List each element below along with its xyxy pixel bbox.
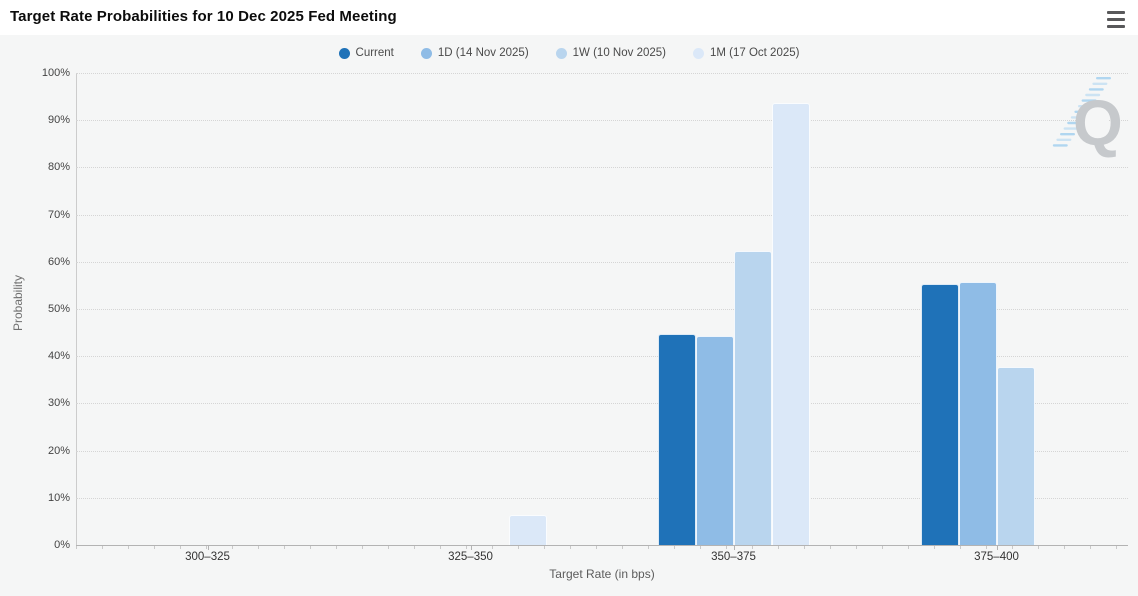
gridline xyxy=(76,73,1128,74)
category-tick xyxy=(207,546,209,550)
bar-1m-325–350[interactable] xyxy=(508,514,547,545)
legend-label: 1D (14 Nov 2025) xyxy=(437,47,529,59)
gridline xyxy=(76,356,1128,358)
hamburger-bar xyxy=(1107,18,1125,21)
legend-marker-icon xyxy=(338,47,350,59)
x-category-label: 300–325 xyxy=(185,551,230,563)
y-tick-label: 100% xyxy=(41,67,70,79)
legend-item-current[interactable]: Current xyxy=(338,47,394,59)
plot-area xyxy=(76,73,1128,550)
gridline xyxy=(76,497,1128,499)
bar-1m-350–375[interactable] xyxy=(771,103,810,545)
gridline xyxy=(76,167,1128,169)
legend-marker-icon xyxy=(692,47,704,59)
y-tick-label: 70% xyxy=(47,208,70,221)
chart-legend: Current 1D (14 Nov 2025) 1W (10 Nov 2025) 1… xyxy=(0,47,1138,59)
legend-marker-icon xyxy=(555,47,567,59)
y-tick-label: 10% xyxy=(47,491,70,504)
chart-title: Target Rate Probabilities for 10 Dec 202… xyxy=(10,8,397,25)
category-tick xyxy=(733,546,735,550)
y-tick-label: 0% xyxy=(54,539,70,551)
bar-1w-375–400[interactable] xyxy=(996,366,1035,545)
gridline xyxy=(76,261,1128,263)
gridline xyxy=(76,450,1128,452)
legend-item-1m[interactable]: 1M (17 Oct 2025) xyxy=(692,47,800,59)
x-category-label: 375–400 xyxy=(974,551,1019,563)
y-tick-label: 90% xyxy=(47,114,70,127)
hamburger-menu-icon[interactable] xyxy=(1107,11,1125,28)
legend-item-1w[interactable]: 1W (10 Nov 2025) xyxy=(555,47,666,59)
y-tick-label: 40% xyxy=(47,350,70,363)
y-tick-label: 60% xyxy=(47,255,70,268)
gridline xyxy=(76,214,1128,216)
gridline xyxy=(76,120,1128,122)
category-tick xyxy=(470,546,472,550)
legend-label: 1W (10 Nov 2025) xyxy=(572,47,666,59)
gridline xyxy=(76,309,1128,310)
y-tick-label: 50% xyxy=(47,303,70,315)
x-category-label: 325–350 xyxy=(448,551,493,563)
gridline xyxy=(76,403,1128,405)
bar-current-375–400[interactable] xyxy=(920,283,959,545)
category-tick xyxy=(996,546,998,550)
legend-label: 1M (17 Oct 2025) xyxy=(709,47,800,59)
bar-current-350–375[interactable] xyxy=(657,334,696,545)
legend-marker-icon xyxy=(420,47,432,59)
hamburger-bar xyxy=(1107,25,1125,28)
hamburger-bar xyxy=(1107,11,1125,14)
x-axis-minor-ticks xyxy=(76,546,1128,549)
legend-item-1d[interactable]: 1D (14 Nov 2025) xyxy=(420,47,529,59)
y-tick-label: 20% xyxy=(47,444,70,457)
x-category-label: 350–375 xyxy=(711,551,756,563)
x-axis-title: Target Rate (in bps) xyxy=(549,567,655,581)
bar-1w-350–375[interactable] xyxy=(733,251,772,545)
bar-1d-350–375[interactable] xyxy=(695,335,734,545)
x-axis-line xyxy=(76,545,1128,546)
y-tick-label: 30% xyxy=(47,397,70,410)
bar-1d-375–400[interactable] xyxy=(958,282,997,545)
y-axis-title: Probability xyxy=(11,274,25,332)
legend-label: Current xyxy=(355,47,394,59)
y-tick-label: 80% xyxy=(47,161,70,174)
